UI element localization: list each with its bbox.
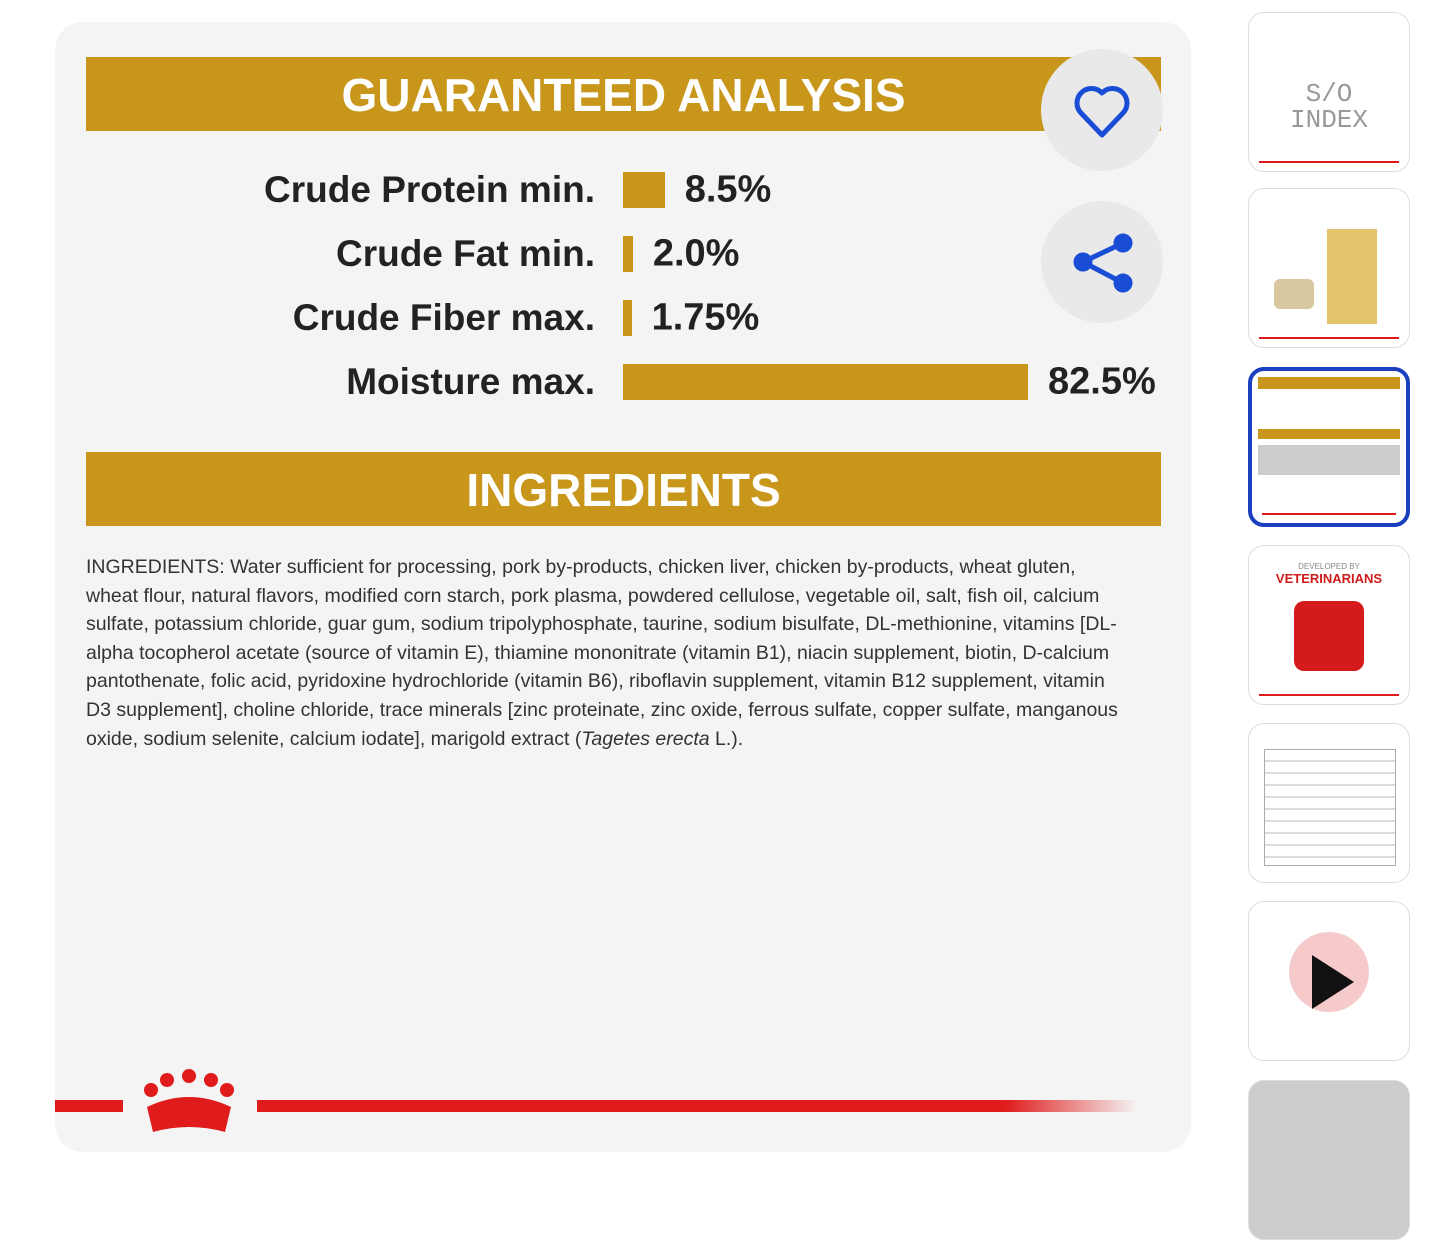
row-label: Crude Fiber max.: [292, 297, 595, 338]
play-icon: [1312, 955, 1354, 1009]
bar: [623, 236, 633, 272]
value-label: 8.5%: [684, 168, 772, 211]
row-label: Crude Fat min.: [335, 233, 595, 274]
ingredients-end: L.).: [709, 727, 744, 750]
analysis-title: GUARANTEED ANALYSIS: [86, 57, 1161, 131]
thumb-text: S/O INDEX: [1289, 79, 1368, 135]
ingredients-body: INGREDIENTS: Water sufficient for proces…: [86, 556, 1118, 750]
value-label: 82.5%: [1048, 360, 1156, 403]
page: GUARANTEED ANALYSIS Crude Protein min. 8.…: [55, 12, 1410, 1240]
thumb-text: VETERINARIANS: [1275, 571, 1383, 586]
bar: [623, 300, 632, 336]
thumbnail-selected[interactable]: [1248, 367, 1410, 527]
bar: [623, 172, 665, 208]
share-icon: [1073, 233, 1133, 293]
thumbnail[interactable]: S/O INDEX: [1248, 12, 1410, 172]
thumb-text: DEVELOPED BY: [1298, 562, 1360, 571]
favorite-button[interactable]: [1041, 49, 1163, 171]
brand-footer: [55, 1069, 1137, 1132]
thumbnail[interactable]: [1248, 188, 1410, 348]
row-label: Crude Protein min.: [264, 169, 595, 210]
value-label: 2.0%: [652, 232, 740, 275]
thumbnail[interactable]: DEVELOPED BY VETERINARIANS: [1248, 545, 1410, 705]
ingredients-italic: Tagetes erecta: [581, 727, 710, 750]
ingredients-title: INGREDIENTS: [86, 452, 1161, 526]
thumbnail[interactable]: [1248, 723, 1410, 883]
value-label: 1.75%: [651, 296, 760, 339]
row-label: Moisture max.: [346, 361, 595, 402]
video-thumbnail[interactable]: [1248, 901, 1410, 1061]
heart-icon: [1074, 86, 1130, 138]
share-button[interactable]: [1041, 201, 1163, 323]
bar: [623, 364, 1028, 400]
thumbnail[interactable]: [1248, 1080, 1410, 1240]
product-image: GUARANTEED ANALYSIS Crude Protein min. 8.…: [55, 22, 1191, 1152]
ingredients-text: INGREDIENTS: Water sufficient for proces…: [86, 553, 1131, 753]
